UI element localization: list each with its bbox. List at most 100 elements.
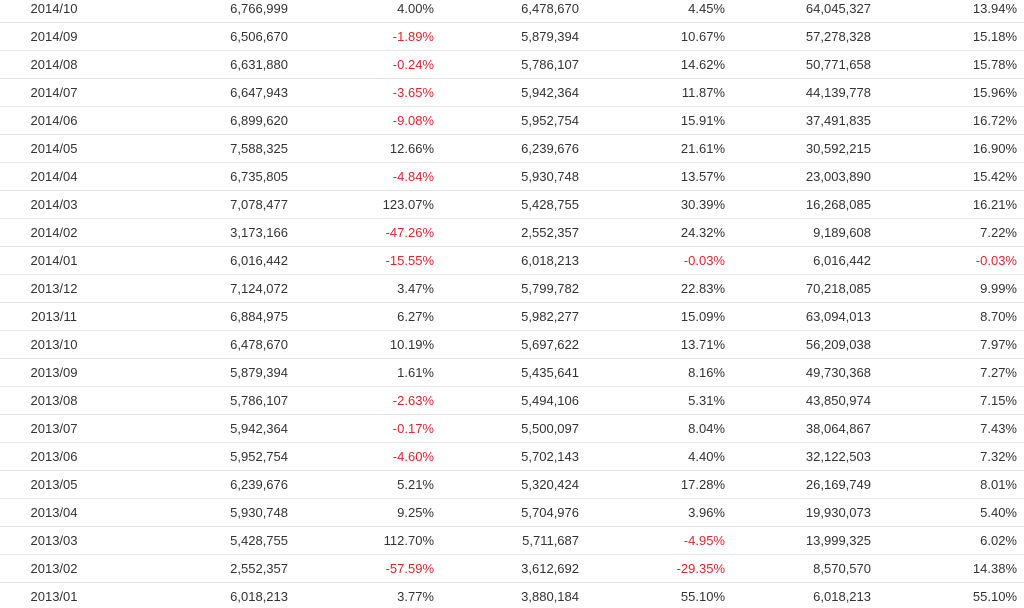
- change-a-cell: 9.25%: [397, 505, 434, 520]
- value-b-cell: 6,478,670: [521, 1, 579, 16]
- cumulative-change-cell: 16.21%: [972, 197, 1017, 212]
- value-a-cell: 6,018,213: [230, 589, 288, 604]
- value-b-cell: 5,879,394: [521, 29, 579, 44]
- change-a-cell: 5.21%: [397, 477, 434, 492]
- value-b-cell: 5,799,782: [521, 281, 579, 296]
- change-b-cell: 8.04%: [688, 421, 725, 436]
- month-cell: 2014/02: [30, 225, 78, 240]
- cumulative-cell: 56,209,038: [805, 337, 871, 352]
- month-cell: 2013/09: [30, 365, 78, 380]
- value-a-cell: 7,124,072: [230, 281, 288, 296]
- cumulative-change-cell: 7.32%: [980, 449, 1017, 464]
- change-b-cell: 15.09%: [680, 309, 725, 324]
- change-b-cell: 11.87%: [681, 85, 725, 100]
- change-a-cell: -4.60%: [392, 449, 434, 464]
- month-cell: 2013/03: [30, 533, 78, 548]
- month-cell: 2014/10: [30, 1, 78, 16]
- cumulative-cell: 6,016,442: [813, 253, 871, 268]
- change-a-cell: 112.70%: [383, 533, 434, 548]
- cumulative-cell: 30,592,215: [805, 141, 871, 156]
- cumulative-change-cell: 8.70%: [980, 309, 1017, 324]
- value-b-cell: 5,704,976: [521, 505, 579, 520]
- table-row: 2013/05 6,239,676 5.21% 5,320,424 17.28% 26,1…: [0, 471, 1024, 499]
- cumulative-cell: 49,730,368: [805, 365, 871, 380]
- table-row: 2014/05 7,588,325 12.66% 6,239,676 21.61% 30,…: [0, 135, 1024, 163]
- cumulative-cell: 6,018,213: [813, 589, 871, 604]
- month-cell: 2014/01: [30, 253, 78, 268]
- month-cell: 2014/08: [30, 57, 78, 72]
- change-a-cell: 3.47%: [397, 281, 434, 296]
- cumulative-cell: 8,570,570: [813, 561, 871, 576]
- change-a-cell: -4.84%: [392, 169, 434, 184]
- month-cell: 2013/12: [30, 281, 78, 296]
- cumulative-cell: 37,491,835: [805, 113, 871, 128]
- cumulative-cell: 50,771,658: [805, 57, 871, 72]
- value-a-cell: 6,631,880: [230, 57, 288, 72]
- value-b-cell: 5,494,106: [521, 393, 579, 408]
- value-b-cell: 5,428,755: [521, 197, 579, 212]
- value-b-cell: 3,880,184: [521, 589, 579, 604]
- change-b-cell: -29.35%: [676, 561, 725, 576]
- change-a-cell: 6.27%: [397, 309, 434, 324]
- value-a-cell: 5,879,394: [230, 365, 288, 380]
- table-row: 2014/04 6,735,805 -4.84% 5,930,748 13.57% 23,…: [0, 163, 1024, 191]
- value-b-cell: 5,930,748: [521, 169, 579, 184]
- change-a-cell: 4.00%: [397, 1, 434, 16]
- month-cell: 2014/04: [30, 169, 78, 184]
- value-a-cell: 6,884,975: [230, 309, 288, 324]
- table-row: 2014/01 6,016,442 -15.55% 6,018,213 -0.03% 6,…: [0, 247, 1024, 275]
- change-b-cell: 24.32%: [680, 225, 725, 240]
- change-a-cell: -3.65%: [392, 85, 434, 100]
- cumulative-change-cell: 7.97%: [980, 337, 1017, 352]
- cumulative-change-cell: 15.18%: [972, 29, 1017, 44]
- change-a-cell: 3.77%: [397, 589, 434, 604]
- cumulative-change-cell: -0.03%: [975, 253, 1017, 268]
- value-b-cell: 5,952,754: [521, 113, 579, 128]
- change-b-cell: 13.71%: [680, 337, 725, 352]
- month-cell: 2014/09: [30, 29, 78, 44]
- cumulative-cell: 70,218,085: [805, 281, 871, 296]
- change-a-cell: 10.19%: [389, 337, 434, 352]
- month-cell: 2013/10: [30, 337, 78, 352]
- cumulative-change-cell: 7.43%: [980, 421, 1017, 436]
- month-cell: 2013/02: [30, 561, 78, 576]
- change-b-cell: 8.16%: [688, 365, 725, 380]
- cumulative-cell: 43,850,974: [805, 393, 871, 408]
- cumulative-change-cell: 7.22%: [980, 225, 1017, 240]
- cumulative-cell: 16,268,085: [805, 197, 871, 212]
- change-b-cell: 10.67%: [680, 29, 725, 44]
- month-cell: 2014/05: [30, 141, 78, 156]
- change-a-cell: -57.59%: [385, 561, 434, 576]
- value-a-cell: 3,173,166: [230, 225, 288, 240]
- change-b-cell: -4.95%: [683, 533, 725, 548]
- value-a-cell: 5,428,755: [230, 533, 288, 548]
- table-row: 2013/08 5,786,107 -2.63% 5,494,106 5.31% 43,8…: [0, 387, 1024, 415]
- cumulative-change-cell: 5.40%: [980, 505, 1017, 520]
- month-cell: 2013/11: [30, 309, 78, 324]
- cumulative-change-cell: 8.01%: [980, 477, 1017, 492]
- value-a-cell: 7,588,325: [230, 141, 288, 156]
- cumulative-change-cell: 16.72%: [972, 113, 1017, 128]
- value-b-cell: 5,320,424: [521, 477, 579, 492]
- change-b-cell: 30.39%: [680, 197, 725, 212]
- table-row: 2014/07 6,647,943 -3.65% 5,942,364 11.87% 44,…: [0, 79, 1024, 107]
- cumulative-change-cell: 15.78%: [972, 57, 1017, 72]
- cumulative-change-cell: 15.42%: [972, 169, 1017, 184]
- change-a-cell: 123.07%: [382, 197, 434, 212]
- change-a-cell: 1.61%: [397, 365, 434, 380]
- cumulative-cell: 19,930,073: [805, 505, 871, 520]
- table-row: 2013/12 7,124,072 3.47% 5,799,782 22.83% 70,2…: [0, 275, 1024, 303]
- month-cell: 2014/03: [30, 197, 78, 212]
- cumulative-change-cell: 6.02%: [980, 533, 1017, 548]
- change-b-cell: -0.03%: [683, 253, 725, 268]
- change-b-cell: 4.45%: [688, 1, 725, 16]
- change-b-cell: 3.96%: [688, 505, 725, 520]
- change-b-cell: 17.28%: [680, 477, 725, 492]
- value-b-cell: 5,702,143: [521, 449, 579, 464]
- value-a-cell: 6,478,670: [230, 337, 288, 352]
- cumulative-change-cell: 14.38%: [972, 561, 1017, 576]
- month-cell: 2014/06: [30, 113, 78, 128]
- value-a-cell: 6,239,676: [230, 477, 288, 492]
- change-b-cell: 5.31%: [688, 393, 725, 408]
- change-b-cell: 13.57%: [680, 169, 725, 184]
